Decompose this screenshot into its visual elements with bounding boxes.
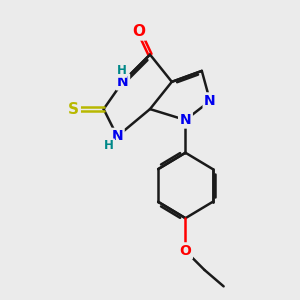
Text: H: H — [104, 140, 114, 152]
Text: N: N — [180, 113, 191, 127]
Text: H: H — [116, 64, 126, 77]
Text: O: O — [179, 244, 191, 258]
Text: O: O — [133, 24, 146, 39]
Text: N: N — [117, 75, 128, 89]
Text: N: N — [204, 94, 216, 108]
Text: N: N — [112, 129, 123, 143]
Text: S: S — [68, 102, 79, 117]
